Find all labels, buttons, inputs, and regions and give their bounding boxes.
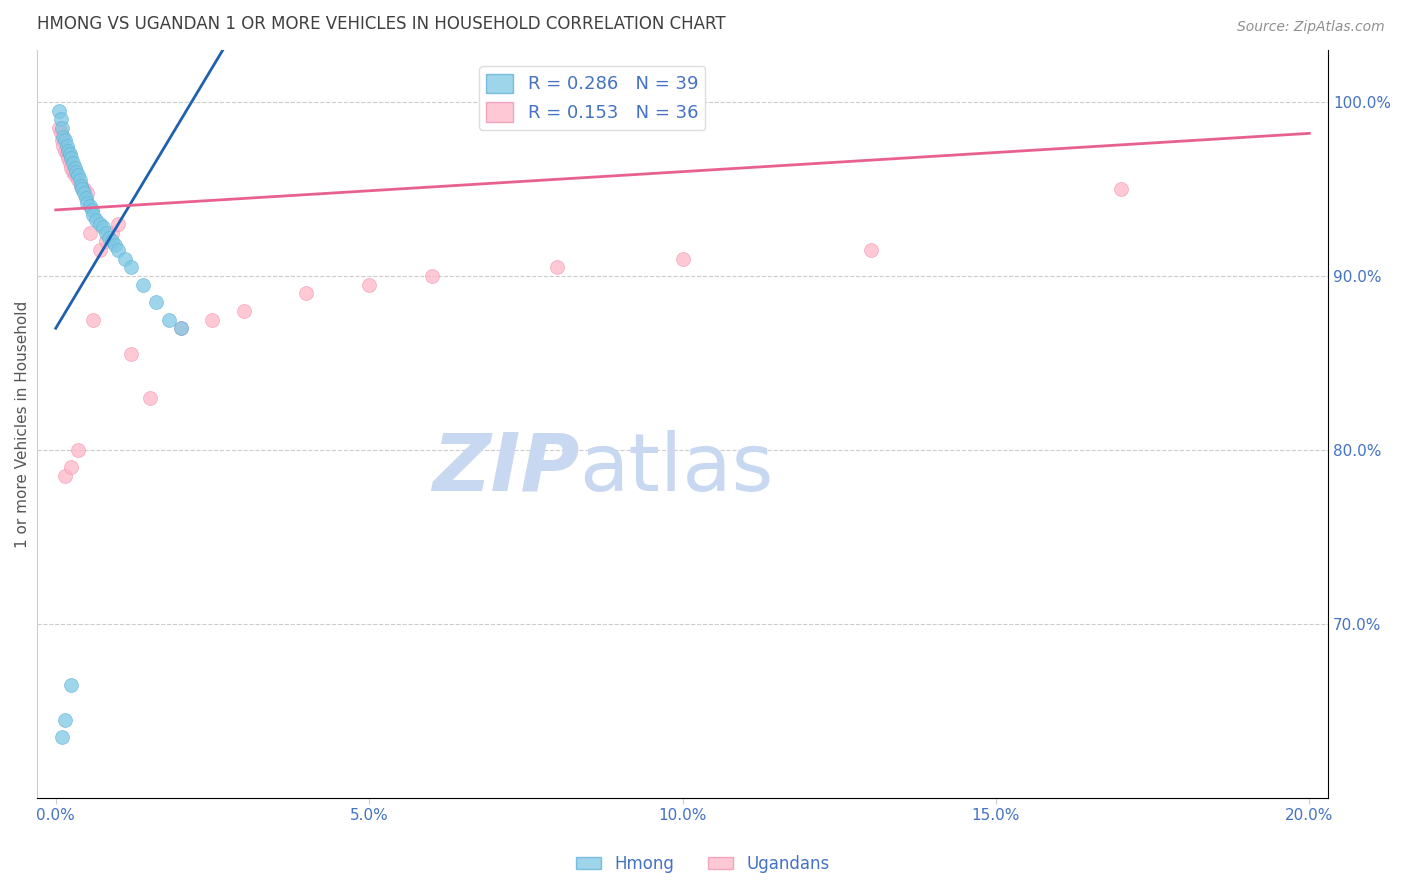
Point xyxy=(60,678,83,692)
Point xyxy=(120,347,142,361)
Point xyxy=(132,277,155,292)
Point xyxy=(51,133,73,147)
Point xyxy=(69,178,91,193)
Point xyxy=(58,151,80,165)
Text: Source: ZipAtlas.com: Source: ZipAtlas.com xyxy=(1237,20,1385,34)
Point xyxy=(107,217,129,231)
Point xyxy=(66,173,89,187)
Point xyxy=(53,713,76,727)
Point xyxy=(48,121,70,136)
Point xyxy=(859,243,882,257)
Text: ZIP: ZIP xyxy=(432,430,579,508)
Point xyxy=(546,260,568,275)
Point xyxy=(101,234,124,248)
Text: atlas: atlas xyxy=(579,430,773,508)
Point xyxy=(56,147,79,161)
Point xyxy=(89,243,111,257)
Point xyxy=(70,182,93,196)
Point xyxy=(120,260,142,275)
Point xyxy=(58,147,80,161)
Point xyxy=(65,164,87,178)
Point xyxy=(359,277,381,292)
Point xyxy=(1111,182,1133,196)
Point xyxy=(295,286,318,301)
Point xyxy=(91,220,114,235)
Point xyxy=(62,156,84,170)
Point xyxy=(107,243,129,257)
Point xyxy=(51,121,73,136)
Point xyxy=(86,213,108,227)
Point xyxy=(104,237,127,252)
Point xyxy=(139,391,162,405)
Point xyxy=(69,173,91,187)
Point xyxy=(94,234,117,248)
Point xyxy=(114,252,136,266)
Point xyxy=(52,138,75,153)
Point xyxy=(76,186,98,200)
Legend: R = 0.286   N = 39, R = 0.153   N = 36: R = 0.286 N = 39, R = 0.153 N = 36 xyxy=(479,66,706,129)
Point xyxy=(145,295,167,310)
Point xyxy=(49,112,72,127)
Point xyxy=(75,191,97,205)
Point xyxy=(232,303,254,318)
Point xyxy=(58,144,80,158)
Point xyxy=(66,443,89,458)
Point xyxy=(73,182,96,196)
Point xyxy=(89,217,111,231)
Point xyxy=(53,133,76,147)
Point xyxy=(58,156,80,170)
Point xyxy=(69,178,91,193)
Point xyxy=(79,199,101,213)
Point xyxy=(201,312,224,326)
Y-axis label: 1 or more Vehicles in Household: 1 or more Vehicles in Household xyxy=(15,301,30,548)
Point xyxy=(52,129,75,144)
Point xyxy=(53,144,76,158)
Point xyxy=(420,268,443,283)
Legend: Hmong, Ugandans: Hmong, Ugandans xyxy=(569,848,837,880)
Point xyxy=(98,231,121,245)
Point xyxy=(671,252,693,266)
Point xyxy=(62,164,84,178)
Point xyxy=(73,186,96,200)
Point xyxy=(48,103,70,118)
Point xyxy=(101,226,124,240)
Point xyxy=(94,226,117,240)
Point xyxy=(170,321,193,335)
Point xyxy=(53,469,76,483)
Point xyxy=(56,138,79,153)
Point xyxy=(63,168,86,182)
Point xyxy=(82,312,104,326)
Point xyxy=(60,151,83,165)
Point xyxy=(157,312,180,326)
Point xyxy=(60,460,83,475)
Point xyxy=(82,208,104,222)
Point xyxy=(51,730,73,744)
Point xyxy=(49,127,72,141)
Point xyxy=(76,196,98,211)
Point xyxy=(82,202,104,217)
Point xyxy=(60,161,83,176)
Point xyxy=(63,161,86,176)
Point xyxy=(79,226,101,240)
Point xyxy=(66,168,89,182)
Text: HMONG VS UGANDAN 1 OR MORE VEHICLES IN HOUSEHOLD CORRELATION CHART: HMONG VS UGANDAN 1 OR MORE VEHICLES IN H… xyxy=(37,15,725,33)
Point xyxy=(170,321,193,335)
